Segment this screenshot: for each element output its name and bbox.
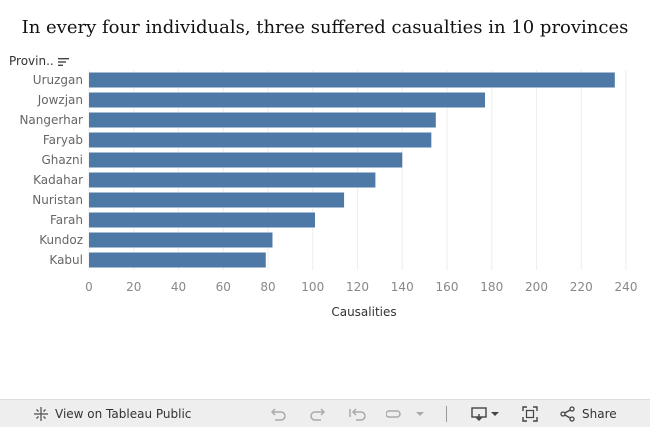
tableau-logo-icon (33, 406, 49, 422)
bar-chart: Uruzgan Jowzjan Nangerhar Faryab Ghazni Kadah… (19, 70, 638, 319)
download-button[interactable] (471, 400, 501, 428)
share-label: Share (582, 407, 617, 421)
fullscreen-button[interactable] (522, 400, 538, 428)
x-tick-label: 100 (301, 280, 324, 294)
bar[interactable] (89, 132, 432, 148)
x-tick-label: 140 (391, 280, 414, 294)
x-tick-label: 220 (570, 280, 593, 294)
share-icon (560, 406, 576, 422)
sort-icon[interactable] (57, 56, 70, 66)
chart-title: In every four individuals, three suffere… (21, 17, 629, 38)
x-tick-label: 60 (216, 280, 231, 294)
x-tick-label: 20 (126, 280, 141, 294)
category-label: Jowzjan (37, 93, 83, 107)
download-icon (471, 406, 501, 422)
tableau-toolbar: View on Tableau Public (0, 399, 650, 427)
toolbar-divider (446, 406, 447, 422)
refresh-menu-button[interactable] (415, 400, 425, 428)
category-label: Kadahar (33, 173, 83, 187)
undo-icon (269, 406, 287, 422)
category-label: Kabul (49, 253, 83, 267)
bar[interactable] (89, 192, 345, 208)
category-label: Nangerhar (19, 113, 83, 127)
share-button[interactable]: Share (560, 400, 617, 428)
category-label: Faryab (43, 133, 83, 147)
view-on-tableau-public-link[interactable]: View on Tableau Public (33, 400, 191, 428)
x-tick-label: 240 (615, 280, 638, 294)
revert-button[interactable] (348, 400, 368, 428)
category-label: Nuristan (32, 193, 83, 207)
x-tick-label: 180 (480, 280, 503, 294)
bar[interactable] (89, 92, 486, 108)
category-label: Uruzgan (33, 73, 83, 87)
x-tick-label: 80 (260, 280, 275, 294)
revert-icon (348, 406, 368, 422)
category-field-label: Provin.. (9, 54, 54, 68)
bar[interactable] (89, 72, 615, 88)
bar[interactable] (89, 112, 436, 128)
view-on-tableau-public-label: View on Tableau Public (55, 407, 192, 421)
bar[interactable] (89, 172, 376, 188)
redo-icon (309, 406, 327, 422)
category-label: Kundoz (39, 233, 83, 247)
category-label: Ghazni (42, 153, 84, 167)
x-tick-label: 200 (525, 280, 548, 294)
x-tick-label: 0 (85, 280, 93, 294)
x-axis-title: Causalities (331, 305, 396, 319)
chevron-down-icon (415, 409, 425, 419)
undo-button[interactable] (269, 400, 287, 428)
x-tick-label: 120 (346, 280, 369, 294)
fullscreen-icon (522, 406, 538, 422)
refresh-icon (386, 406, 404, 422)
category-label: Farah (50, 213, 83, 227)
x-tick-label: 160 (436, 280, 459, 294)
bar[interactable] (89, 212, 315, 228)
bar[interactable] (89, 232, 273, 248)
bar[interactable] (89, 152, 403, 168)
redo-button[interactable] (309, 400, 327, 428)
bar[interactable] (89, 252, 266, 268)
x-tick-label: 40 (171, 280, 186, 294)
refresh-button[interactable] (386, 400, 404, 428)
category-field-header[interactable]: Provin.. (9, 54, 70, 68)
